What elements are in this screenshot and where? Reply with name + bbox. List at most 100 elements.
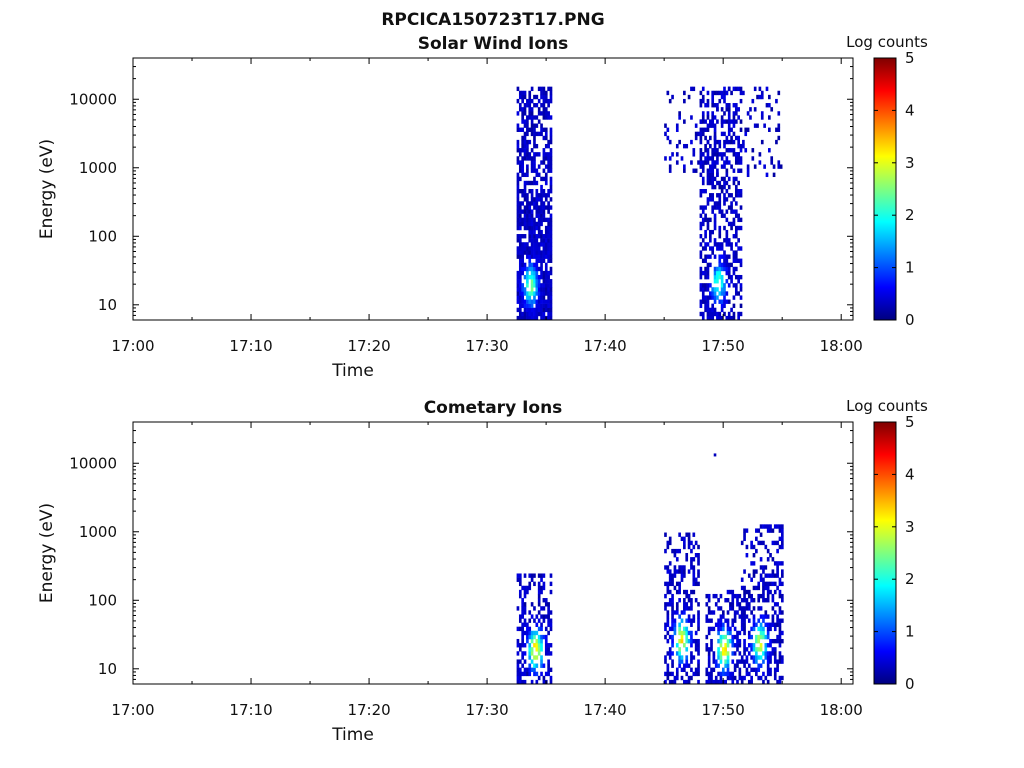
heatmap-cell [526, 193, 529, 198]
heatmap-cell [526, 634, 529, 640]
heatmap-cell [528, 581, 532, 587]
heatmap-cell [773, 524, 777, 529]
heatmap-cell [701, 270, 705, 276]
heatmap-cell [526, 152, 529, 157]
heatmap-cell [537, 242, 541, 247]
x-tick-label: 18:00 [820, 337, 863, 355]
heatmap-cell [706, 287, 710, 292]
heatmap-cell [747, 663, 751, 668]
heatmap-cell [533, 234, 536, 239]
heatmap-cell [516, 111, 520, 116]
heatmap-cell [699, 299, 703, 304]
heatmap-cell [526, 311, 529, 317]
heatmap-cell [533, 279, 536, 284]
heatmap-cell [706, 172, 710, 178]
heatmap-cell [704, 258, 707, 263]
heatmap-cell [694, 553, 698, 558]
heatmap-cell [516, 201, 520, 206]
heatmap-cell [683, 164, 686, 169]
heatmap-cell [533, 295, 536, 300]
heatmap-cell [726, 638, 730, 644]
heatmap-cell [732, 176, 736, 182]
heatmap-cell [745, 598, 749, 603]
heatmap-cell [544, 299, 548, 304]
heatmap-cell [680, 675, 684, 681]
heatmap-cell [526, 622, 529, 627]
heatmap-cell [766, 651, 770, 656]
heatmap-cell [540, 90, 543, 96]
heatmap-cell [535, 679, 539, 685]
heatmap-cell [778, 524, 782, 529]
colorbar-tick-label: 5 [905, 49, 915, 67]
heatmap-cell [516, 172, 520, 178]
heatmap-cell [711, 111, 715, 116]
heatmap-cell [732, 295, 736, 300]
heatmap-cell [533, 152, 536, 157]
heatmap-cell [731, 598, 735, 603]
heatmap-cell [709, 164, 712, 169]
heatmap-cell [771, 528, 775, 533]
heatmap-cell [544, 614, 548, 619]
heatmap-cell [549, 213, 553, 218]
heatmap-cell [716, 172, 719, 178]
heatmap-cell [711, 98, 715, 104]
heatmap-cell [678, 532, 681, 537]
heatmap-cell [549, 626, 553, 632]
heatmap-cell [746, 172, 750, 178]
heatmap-cell [699, 242, 703, 247]
heatmap-cell [781, 659, 784, 664]
heatmap-cell [706, 115, 710, 120]
heatmap-cell [752, 573, 756, 578]
heatmap-cell [752, 606, 756, 611]
heatmap-cell [724, 679, 727, 685]
heatmap-cell [683, 168, 686, 173]
heatmap-cell [516, 205, 520, 210]
heatmap-cell [709, 283, 712, 288]
heatmap-cell [706, 225, 710, 231]
heatmap-cell [719, 634, 723, 640]
heatmap-cell [544, 217, 548, 223]
heatmap-cell [530, 667, 534, 673]
heatmap-cell [530, 221, 534, 227]
heatmap-cell [518, 287, 522, 292]
heatmap-cell [685, 655, 689, 660]
heatmap-cell [671, 602, 674, 607]
heatmap-cell [724, 618, 727, 623]
heatmap-cell [521, 258, 524, 263]
heatmap-cell [707, 663, 711, 668]
heatmap-cell [709, 119, 712, 124]
heatmap-cell [530, 651, 534, 656]
heatmap-cell [692, 614, 696, 619]
heatmap-cell [666, 565, 670, 570]
heatmap-cell [723, 164, 726, 169]
heatmap-cell [704, 189, 707, 194]
heatmap-cell [746, 168, 750, 173]
heatmap-cell [516, 213, 520, 218]
heatmap-cell [537, 111, 541, 116]
heatmap-cell [542, 234, 546, 239]
heatmap-cell [753, 86, 757, 92]
heatmap-cell [523, 573, 527, 578]
heatmap-cell [666, 667, 670, 673]
heatmap-cell [687, 618, 691, 623]
heatmap-cell [706, 254, 710, 259]
heatmap-cell [752, 643, 756, 648]
heatmap-cell [523, 221, 527, 227]
heatmap-cell [758, 86, 762, 92]
heatmap-cell [690, 139, 693, 145]
y-tick-label: 100 [88, 227, 117, 245]
heatmap-cell [697, 647, 700, 652]
heatmap-cell [547, 663, 550, 668]
heatmap-cell [710, 626, 713, 632]
heatmap-cell [547, 217, 550, 223]
heatmap-cell [683, 602, 686, 607]
heatmap-cell [737, 168, 740, 173]
heatmap-cell [537, 602, 541, 607]
heatmap-cell [678, 598, 681, 603]
heatmap-cell [732, 315, 736, 321]
heatmap-cell [521, 626, 524, 632]
heatmap-cell [734, 287, 738, 292]
heatmap-cell [713, 103, 717, 108]
heatmap-cell [778, 536, 782, 542]
heatmap-cell [549, 98, 553, 104]
